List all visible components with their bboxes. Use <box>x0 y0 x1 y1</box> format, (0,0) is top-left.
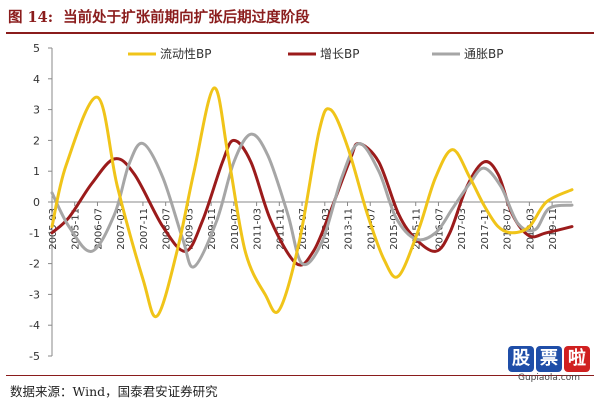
x-tick-label: 2017-03 <box>457 208 468 250</box>
y-tick-label: 5 <box>33 42 40 55</box>
x-tick-label: 2017-11 <box>480 208 491 250</box>
footer-divider <box>6 375 594 376</box>
y-tick-label: -1 <box>29 227 40 240</box>
figure-label: 图 14: <box>8 9 54 26</box>
header-divider <box>6 32 594 34</box>
x-tick-label: 2018-07 <box>503 208 514 250</box>
line-chart: 5 4 3 2 1 0 -1 -2 -3 -4 -5 2005-03 2005-11 2006-07 200… <box>29 42 574 363</box>
x-tick-label: 2009-03 <box>184 208 195 250</box>
watermark-char: 票 <box>536 346 562 372</box>
x-tick-label: 2011-03 <box>253 208 264 250</box>
x-tick-label: 2012-07 <box>298 208 309 250</box>
source-note: 数据来源：Wind，国泰君安证券研究 <box>10 384 218 399</box>
y-tick-label: 4 <box>33 73 40 86</box>
x-tick-label: 2013-11 <box>344 208 355 250</box>
watermark-char: 股 <box>508 346 534 372</box>
watermark-logo: 股 票 啦 Gupiaola.com <box>508 346 590 383</box>
y-tick-label: -3 <box>29 288 40 301</box>
x-tick-label: 2011-11 <box>275 208 286 250</box>
y-tick-label: -2 <box>29 258 40 271</box>
legend-label: 流动性BP <box>160 47 211 61</box>
x-tick-label: 2008-07 <box>162 208 173 250</box>
x-tick-label: 2010-07 <box>230 208 241 250</box>
series-line-liquidity <box>50 86 574 319</box>
legend-label: 增长BP <box>320 47 359 61</box>
chart-series <box>50 86 574 319</box>
x-tick-label: 2015-03 <box>389 208 400 250</box>
x-tick-label: 2019-03 <box>525 208 536 250</box>
figure-title: 当前处于扩张前期向扩张后期过度阶段 <box>63 9 310 26</box>
x-tick-label: 2005-11 <box>71 208 82 250</box>
x-tick-label: 2005-03 <box>48 208 59 250</box>
y-tick-label: -5 <box>29 350 40 363</box>
x-tick-label: 2007-03 <box>116 208 127 250</box>
watermark-url: Gupiaola.com <box>517 373 580 383</box>
legend-label: 通胀BP <box>464 47 503 61</box>
y-tick-label: 2 <box>33 134 40 147</box>
x-tick-label: 2019-11 <box>548 208 559 250</box>
y-tick-label: 1 <box>33 165 40 178</box>
chart-legend: 流动性BP 增长BP 通胀BP <box>128 47 503 61</box>
figure-header: 图 14: 当前处于扩张前期向扩张后期过度阶段 <box>8 6 592 30</box>
y-tick-label: 0 <box>33 196 40 209</box>
series-line-inflation <box>50 132 574 269</box>
chart-axes: 5 4 3 2 1 0 -1 -2 -3 -4 -5 2005-03 2005-11 2006-07 200… <box>29 42 572 363</box>
x-tick-label: 2015-11 <box>412 208 423 250</box>
x-tick-label: 2006-07 <box>93 208 104 250</box>
y-tick-label: -4 <box>29 319 40 332</box>
watermark-char: 啦 <box>564 346 590 372</box>
x-tick-label: 2007-11 <box>139 208 150 250</box>
y-tick-label: 3 <box>33 104 40 117</box>
